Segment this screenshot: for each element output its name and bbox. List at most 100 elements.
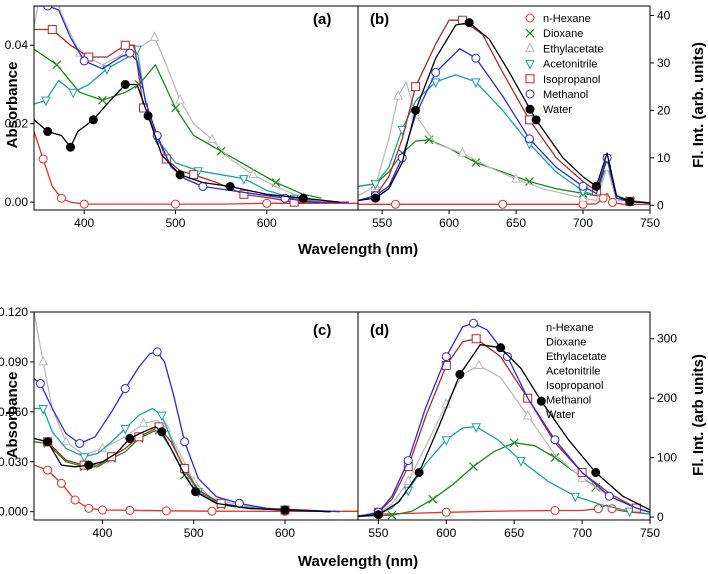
series-line-methanol [358,48,650,204]
data-point-ethylacetate [522,409,533,420]
legend-marker [525,60,535,70]
data-point-dioxane [216,146,226,156]
data-point-dioxane [471,158,481,167]
x-tick-label: 750 [640,216,660,230]
y-tick-label: 0.04 [5,38,29,52]
plot-frame [357,311,651,521]
data-point-n-hexane [97,505,107,515]
data-point-water [125,433,135,443]
series-line-ethylacetate [34,6,322,203]
panel-c-label: (c) [313,322,331,339]
data-point-water [591,181,601,191]
data-point-water [373,510,383,520]
data-point-acetonitrile [441,436,452,446]
data-point-water [414,467,424,477]
data-point-acetonitrile [79,453,90,463]
y-tick-label: 200 [657,391,677,405]
legend-marker [525,13,535,23]
series-group [34,312,358,517]
series-line-n-hexane [34,131,358,205]
y-tick-label: 0.02 [5,117,29,131]
data-point-methanol [403,456,413,466]
y-tick-label: 0.00 [5,195,29,209]
data-point-water [591,467,601,477]
data-point-water [536,396,546,406]
data-point-water [43,437,53,447]
data-point-acetonitrile [156,411,167,422]
data-point-ethylacetate [577,472,587,482]
data-point-isopropanol [289,197,299,207]
panel-d-plot: 550 600 650 700 750 0 100 200 300 [357,311,677,540]
legend-label: Methanol [543,89,588,101]
x-tick-label: 600 [439,216,459,230]
legend-marker [525,42,535,52]
x-tick-label: 550 [372,216,392,230]
data-point-methanol [471,53,481,63]
data-point-methanol [431,67,441,77]
y-tick-label: 300 [657,332,677,346]
legend-label: Acetonitrile [546,366,600,378]
data-point-methanol [441,352,451,362]
legend-label: Ethylacetate [543,43,604,55]
data-point-ethylacetate [474,359,484,369]
top-left-y-axis-label: Absorbance [4,62,21,149]
data-point-methanol [79,56,89,66]
data-point-dioxane [469,462,478,471]
data-point-n-hexane [262,198,272,208]
data-point-n-hexane [391,199,401,209]
y-tick-label: 30 [657,56,671,70]
data-point-methanol [578,181,588,191]
data-point-methanol [198,181,208,191]
x-tick-label: 600 [436,526,456,540]
data-point-ethylacetate [457,146,468,157]
panel-c-plot: 400 500 600 0.000 0.030 0.060 0.090 0.120 [0,305,359,540]
data-point-ethylacetate [207,133,217,143]
data-point-water [120,79,130,89]
series-line-water [34,426,331,513]
data-point-isopropanol [239,189,249,199]
data-point-ethylacetate [138,417,149,427]
legend-marker [525,74,535,84]
legend-marker [525,104,535,114]
data-point-water [464,18,474,28]
data-point-n-hexane [170,199,180,209]
panel-b-plot: 550 600 650 700 750 0 10 20 30 40 [357,5,671,230]
x-tick-label: 400 [74,216,94,230]
y-tick-label: 0 [657,198,664,212]
data-point-acetonitrile [239,175,249,185]
data-point-isopropanol [134,432,144,442]
data-point-methanol [468,318,478,328]
data-point-dioxane [525,177,534,186]
series-line-acetonitrile [358,426,650,518]
data-point-isopropanol [47,25,57,35]
legend-marker [525,89,535,99]
data-point-acetonitrile [38,405,48,415]
legend-d: n-Hexane Dioxane Ethylacetate Acetonitrile I… [546,322,607,421]
legend-label: Water [543,104,572,116]
data-point-acetonitrile [516,457,526,467]
legend-label: n-Hexane [546,322,594,334]
data-point-n-hexane [441,507,451,517]
data-point-n-hexane [498,199,508,209]
series-line-methanol [34,351,340,513]
panel-b-label: (b) [370,11,389,28]
data-point-n-hexane [607,197,617,207]
data-point-acetonitrile [430,78,441,89]
series-line-methanol [358,322,650,518]
data-point-acetonitrile [41,96,51,107]
bottom-x-axis-label: Wavelength (nm) [298,553,418,570]
data-point-water [298,193,308,203]
x-tick-label: 650 [504,526,524,540]
data-point-methanol [75,438,85,448]
x-tick-label: 400 [92,526,112,540]
data-point-n-hexane [43,465,53,475]
data-point-ethylacetate [61,435,71,446]
data-point-n-hexane [84,503,94,513]
data-point-acetonitrile [570,492,581,503]
data-point-methanol [524,134,534,144]
y-tick-label: 20 [657,103,671,117]
y-tick-label: 0 [657,510,664,524]
data-point-isopropanol [120,40,130,50]
data-point-water [455,369,465,379]
x-tick-label: 550 [368,526,388,540]
